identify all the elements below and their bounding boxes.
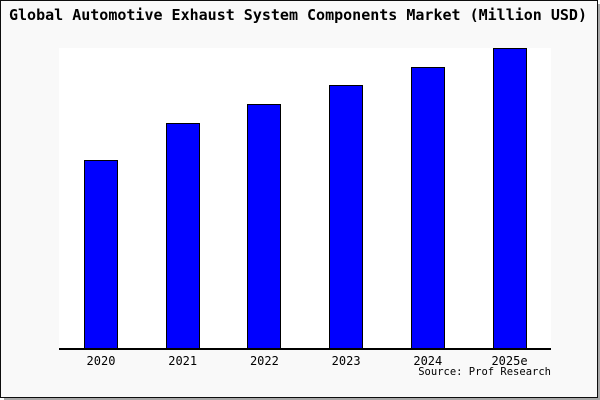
bar-2022 bbox=[247, 104, 282, 348]
bar-2021 bbox=[165, 123, 200, 348]
bar-2023 bbox=[329, 85, 364, 348]
x-tick-label-2024: 2024 bbox=[413, 354, 443, 368]
x-tick-label-2020: 2020 bbox=[86, 354, 116, 368]
plot-area bbox=[59, 48, 551, 350]
source-credit: Source: Prof Research bbox=[418, 366, 551, 378]
x-axis-line bbox=[59, 348, 551, 350]
x-tick-label-2022: 2022 bbox=[249, 354, 279, 368]
x-tick-label-2023: 2023 bbox=[331, 354, 361, 368]
bar-2020 bbox=[84, 160, 118, 348]
x-tick-label-2025e: 2025e bbox=[491, 354, 528, 368]
chart-title: Global Automotive Exhaust System Compone… bbox=[9, 6, 587, 24]
bar-2025e bbox=[492, 48, 527, 348]
bar-2024 bbox=[410, 67, 445, 348]
x-tick-label-2021: 2021 bbox=[168, 354, 198, 368]
